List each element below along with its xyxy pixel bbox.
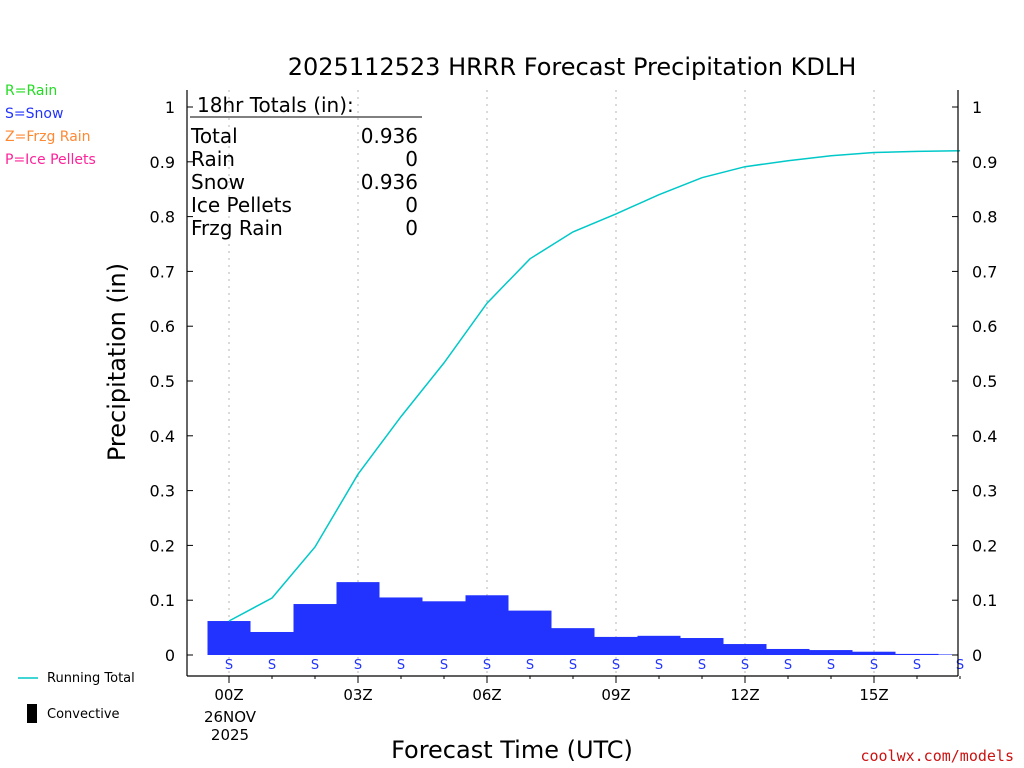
precip-type-marker-0: S bbox=[225, 658, 233, 673]
line-legend: Running Total Convective bbox=[18, 671, 135, 723]
precip-type-marker-4: S bbox=[397, 658, 405, 673]
snow-bar-3 bbox=[336, 582, 380, 655]
totals-label-frzg-rain: Frzg Rain bbox=[191, 216, 283, 240]
y-tick-label-left: 1 bbox=[165, 98, 175, 117]
snow-bar-10 bbox=[637, 635, 681, 655]
y-tick-label-right: 0.4 bbox=[972, 427, 997, 446]
y-tick-label-right: 0.2 bbox=[972, 536, 997, 555]
y-tick-label-right: 0.3 bbox=[972, 482, 997, 501]
convective-legend-label: Convective bbox=[47, 707, 120, 722]
y-tick-label-right: 0 bbox=[972, 646, 982, 665]
y-tick-label-right: 0.8 bbox=[972, 208, 997, 227]
gridlines bbox=[228, 90, 875, 676]
totals-value-rain: 0 bbox=[405, 147, 418, 171]
snow-bar-5 bbox=[422, 601, 466, 655]
precip-type-marker-16: S bbox=[913, 658, 921, 673]
totals-value-ice-pellets: 0 bbox=[405, 193, 418, 217]
snow-bar-12 bbox=[723, 644, 767, 655]
precip-type-marker-8: S bbox=[569, 658, 577, 673]
precip-type-marker-14: S bbox=[827, 658, 835, 673]
precip-type-marker-10: S bbox=[655, 658, 663, 673]
snow-bar-2 bbox=[293, 604, 337, 655]
precip-type-marker-5: S bbox=[440, 658, 448, 673]
convective-legend-swatch bbox=[27, 704, 37, 723]
type-legend: R=Rain S=Snow Z=Frzg Rain P=Ice Pellets bbox=[5, 83, 96, 168]
x-tick-label-09z: 09Z bbox=[601, 686, 630, 704]
totals-value-frzg-rain: 0 bbox=[405, 216, 418, 240]
y-tick-label-right: 0.1 bbox=[972, 591, 997, 610]
axes bbox=[186, 90, 959, 677]
x-date-line2: 2025 bbox=[211, 726, 249, 744]
precip-type-marker-12: S bbox=[741, 658, 749, 673]
y-tick-label-left: 0.6 bbox=[150, 317, 175, 336]
snow-bar-16 bbox=[895, 653, 939, 655]
type-legend-ice-pellets: P=Ice Pellets bbox=[5, 152, 96, 168]
x-date-line1: 26NOV bbox=[204, 708, 257, 726]
y-tick-label-right: 0.9 bbox=[972, 153, 997, 172]
precip-type-marker-7: S bbox=[526, 658, 534, 673]
precip-type-marker-2: S bbox=[311, 658, 319, 673]
running-total-line bbox=[228, 150, 961, 622]
y-tick-label-left: 0.9 bbox=[150, 153, 175, 172]
snow-bar-7 bbox=[508, 610, 552, 655]
y-tick-label-right: 0.5 bbox=[972, 372, 997, 391]
totals-label-snow: Snow bbox=[191, 170, 245, 194]
snow-bar-9 bbox=[594, 636, 638, 655]
totals-label-total: Total bbox=[190, 124, 238, 148]
snow-bar-8 bbox=[551, 628, 595, 655]
snow-bar-14 bbox=[809, 650, 853, 655]
precip-type-marker-13: S bbox=[784, 658, 792, 673]
y-axis-ticks: 0 00.1 0.10.2 0.20.3 0.30.4 0.40.5 0.50.6 0.60.… bbox=[150, 98, 998, 665]
y-tick-label-right: 0.6 bbox=[972, 317, 997, 336]
type-legend-snow: S=Snow bbox=[5, 106, 63, 122]
totals-label-rain: Rain bbox=[191, 147, 235, 171]
x-tick-label-15z: 15Z bbox=[859, 686, 888, 704]
x-axis-ticks: 00Z 03Z 06Z 09Z 12Z 15Z bbox=[214, 676, 961, 704]
y-tick-label-left: 0.2 bbox=[150, 536, 175, 555]
x-tick-label-03z: 03Z bbox=[343, 686, 372, 704]
y-tick-label-left: 0.5 bbox=[150, 372, 175, 391]
totals-value-snow: 0.936 bbox=[361, 170, 418, 194]
snow-bar-4 bbox=[379, 597, 423, 655]
y-tick-label-right: 1 bbox=[972, 98, 982, 117]
x-axis-label: Forecast Time (UTC) bbox=[391, 736, 633, 764]
credit-text: coolwx.com/models bbox=[860, 747, 1014, 765]
totals-box: 18hr Totals (in): Total 0.936 Rain 0 Sno… bbox=[190, 93, 422, 240]
y-tick-label-left: 0.1 bbox=[150, 591, 175, 610]
snow-bar-15 bbox=[852, 651, 896, 655]
chart-title: 2025112523 HRRR Forecast Precipitation K… bbox=[288, 53, 857, 81]
snow-bar-17 bbox=[938, 654, 958, 655]
y-tick-label-right: 0.7 bbox=[972, 262, 997, 281]
y-tick-label-left: 0.8 bbox=[150, 208, 175, 227]
totals-label-ice-pellets: Ice Pellets bbox=[191, 193, 292, 217]
precip-type-marker-17: S bbox=[956, 658, 964, 673]
precip-type-marker-1: S bbox=[268, 658, 276, 673]
snow-bars bbox=[207, 582, 958, 655]
x-tick-label-06z: 06Z bbox=[472, 686, 501, 704]
running-total-legend-label: Running Total bbox=[47, 671, 135, 686]
y-tick-label-left: 0 bbox=[165, 646, 175, 665]
snow-bar-11 bbox=[680, 638, 724, 655]
snow-bar-1 bbox=[250, 631, 294, 655]
y-tick-label-left: 0.4 bbox=[150, 427, 175, 446]
y-tick-label-left: 0.3 bbox=[150, 482, 175, 501]
precip-type-marker-15: S bbox=[870, 658, 878, 673]
y-tick-label-left: 0.7 bbox=[150, 262, 175, 281]
precip-type-marker-3: S bbox=[354, 658, 362, 673]
x-tick-label-00z: 00Z bbox=[214, 686, 243, 704]
snow-bar-6 bbox=[465, 595, 509, 655]
x-tick-label-12z: 12Z bbox=[730, 686, 759, 704]
precip-type-marker-11: S bbox=[698, 658, 706, 673]
totals-header: 18hr Totals (in): bbox=[197, 93, 354, 117]
y-axis-label: Precipitation (in) bbox=[103, 263, 131, 461]
precip-type-marker-6: S bbox=[483, 658, 491, 673]
type-legend-frzg-rain: Z=Frzg Rain bbox=[5, 129, 91, 145]
totals-value-total: 0.936 bbox=[361, 124, 418, 148]
type-legend-rain: R=Rain bbox=[5, 83, 57, 99]
snow-bar-13 bbox=[766, 648, 810, 655]
precip-type-marker-9: S bbox=[612, 658, 620, 673]
snow-bar-0 bbox=[207, 621, 251, 655]
